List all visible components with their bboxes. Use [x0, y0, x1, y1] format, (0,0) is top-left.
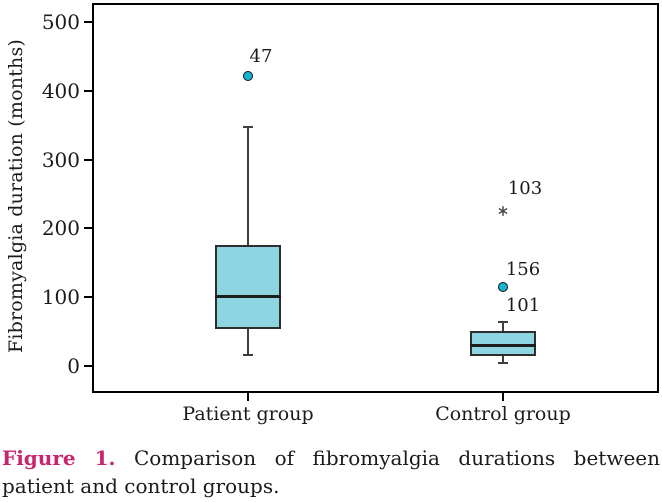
- outlier-case-label: 103: [507, 177, 543, 199]
- x-axis-tick: [502, 393, 504, 401]
- outlier-case-label: 101: [505, 294, 541, 316]
- upper-whisker-cap: [498, 320, 508, 323]
- iqr-box: [215, 244, 281, 329]
- figure-caption-line2: patient and control groups.: [2, 474, 280, 498]
- figure-caption-line1: Figure 1. Comparison of fibromyalgia dur…: [2, 444, 660, 472]
- figure-caption-text1: Comparison of fibromyalgia durations bet…: [133, 446, 660, 470]
- y-axis-tick-label: 300: [41, 147, 80, 172]
- median-line: [470, 344, 536, 348]
- y-axis-tick: [84, 365, 93, 367]
- outlier-case-label: 156: [505, 258, 541, 280]
- x-axis-group-label: Control group: [435, 403, 571, 425]
- lower-whisker-cap: [243, 353, 253, 356]
- y-axis-tick: [84, 21, 93, 23]
- plot-area: [92, 3, 659, 393]
- y-axis-tick: [84, 89, 93, 92]
- figure-caption-label: Figure 1.: [2, 446, 116, 470]
- y-axis-title: Fibromyalgia duration (months): [5, 38, 27, 354]
- x-axis-tick: [247, 393, 249, 401]
- y-axis-tick-label: 400: [41, 78, 80, 103]
- figure-caption: Figure 1. Comparison of fibromyalgia dur…: [2, 444, 660, 500]
- y-axis-tick: [84, 227, 93, 230]
- upper-whisker: [502, 321, 504, 331]
- y-axis-tick: [84, 158, 93, 161]
- y-axis-tick-label: 100: [41, 285, 80, 310]
- y-axis-tick-label: 500: [41, 10, 80, 34]
- y-axis-tick-label: 200: [41, 216, 80, 241]
- outlier-case-label: 47: [249, 46, 273, 68]
- y-axis-tick-label: 0: [67, 354, 80, 378]
- outlier-asterisk-icon: [498, 201, 508, 220]
- iqr-box: [470, 330, 536, 356]
- lower-whisker: [247, 328, 249, 355]
- median-line: [215, 294, 281, 298]
- lower-whisker-cap: [498, 361, 508, 364]
- upper-whisker-cap: [243, 126, 253, 129]
- x-axis-group-label: Patient group: [182, 403, 314, 425]
- y-axis-tick: [84, 296, 93, 299]
- lower-whisker: [502, 355, 504, 363]
- upper-whisker: [247, 127, 249, 245]
- outlier-circle-marker: [498, 281, 508, 292]
- outlier-circle-marker: [243, 71, 253, 82]
